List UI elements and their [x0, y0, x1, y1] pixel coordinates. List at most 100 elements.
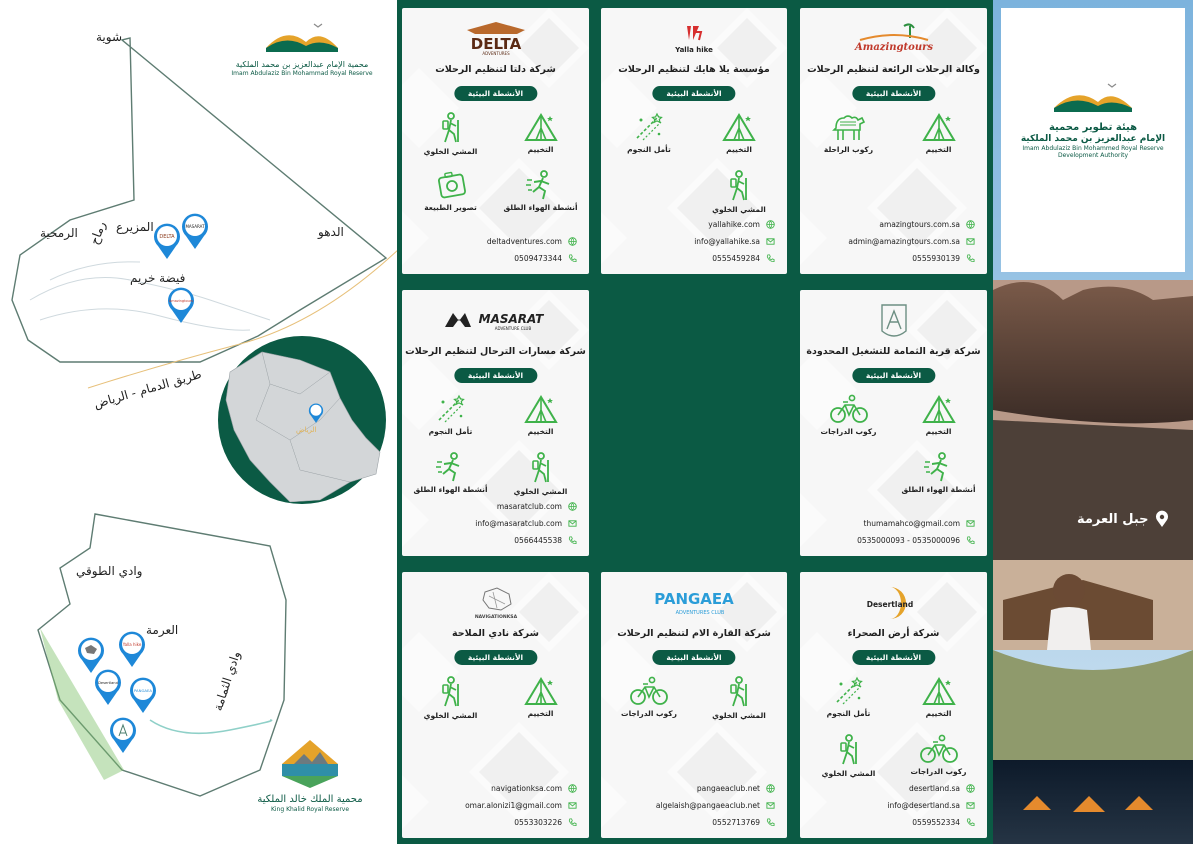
- operator-card-masarat: MASARAT ADVENTURE CLUB شركة مسارات الترحال…: [402, 290, 589, 556]
- activity-stargazing: تأمل النجوم: [610, 112, 688, 154]
- operator-title: شركة نادي الملاحة: [452, 628, 539, 639]
- authority-name-ar-2: الإمام عبدالعزيز بن محمد الملكية: [1020, 134, 1166, 144]
- mail-icon: [966, 802, 975, 809]
- yalla-hike-logo-icon: Yalla hike: [674, 26, 713, 54]
- map-pin-amazing[interactable]: Amazingtours: [166, 286, 196, 324]
- contact-web[interactable]: pangaeaclub.net: [697, 784, 775, 793]
- svg-text:Yalla hike: Yalla hike: [674, 46, 713, 54]
- pangaea-logo-icon: PANGAEA ADVENTURES CLUB: [654, 590, 734, 616]
- activity-label: أنشطة الهواء الطلق: [413, 485, 488, 494]
- contact-web[interactable]: amazingtours.com.sa: [879, 220, 975, 229]
- mail-icon: [966, 520, 975, 527]
- thumama-village-logo-icon: [880, 304, 907, 337]
- contact-mail[interactable]: admin@amazingtours.com.sa: [848, 237, 975, 246]
- map-pin-riyadh[interactable]: [308, 403, 325, 424]
- contact-value[interactable]: info@yallahike.sa: [694, 237, 760, 246]
- contact-value[interactable]: amazingtours.com.sa: [879, 220, 960, 229]
- activity-label: المشي الخلوي: [712, 711, 766, 720]
- contact-web[interactable]: deltadventures.com: [487, 237, 577, 246]
- contact-value[interactable]: masaratclub.com: [496, 502, 562, 511]
- contact-value[interactable]: omar.alonizi1@gmail.com: [465, 801, 562, 810]
- contact-value[interactable]: thumamahco@gmail.com: [863, 519, 960, 528]
- outdoor-icon: [900, 452, 978, 482]
- hiking-icon: [810, 734, 888, 766]
- contact-mail[interactable]: omar.alonizi1@gmail.com: [465, 801, 577, 810]
- contact-value[interactable]: navigationksa.com: [491, 784, 562, 793]
- activity-bike: ركوب الدراجات: [610, 676, 688, 718]
- map-pin-pangaea[interactable]: PANGAEA: [128, 676, 158, 714]
- location-pin-icon: PANGAEA: [130, 677, 156, 713]
- globe-icon: [966, 220, 975, 229]
- photo-icon: [412, 170, 490, 200]
- svg-text:ADVENTURES CLUB: ADVENTURES CLUB: [676, 610, 725, 616]
- contact-web[interactable]: navigationksa.com: [491, 784, 577, 793]
- contact-value[interactable]: algelaish@pangaeaclub.net: [655, 801, 760, 810]
- globe-icon: [966, 784, 975, 793]
- activity-label: ركوب الدراجات: [820, 427, 877, 436]
- globe-icon: [568, 502, 577, 511]
- contact-value[interactable]: info@desertland.sa: [887, 801, 960, 810]
- operator-card-thumama: شركة قرية الثمامة للتشغيل المحدودة الأنشط…: [800, 290, 987, 556]
- camping-icon: [900, 676, 978, 706]
- operator-card-pangaea: PANGAEA ADVENTURES CLUB شركة القارة الام ل…: [601, 572, 787, 838]
- operator-card-amazing: Amazingtours وكالة الرحلات الرائعة لتنظيم…: [800, 8, 987, 274]
- contact-mail[interactable]: info@desertland.sa: [887, 801, 975, 810]
- contact-web[interactable]: desertland.sa: [909, 784, 975, 793]
- activity-label: تأمل النجوم: [627, 145, 671, 154]
- operator-logo: Yalla hike: [601, 18, 787, 60]
- activity-camping: التخييم: [900, 394, 978, 436]
- activity-label: التخييم: [726, 145, 752, 154]
- contact-web[interactable]: masaratclub.com: [497, 502, 577, 511]
- activity-label: المشي الخلوي: [712, 205, 766, 214]
- contact-value[interactable]: yallahike.com: [708, 220, 760, 229]
- activity-label: التخييم: [527, 709, 554, 718]
- contact-web[interactable]: yallahike.com: [708, 220, 775, 229]
- operator-card-navigation: NAVIGATIONKSA شركة نادي الملاحة الأنشطة ال…: [402, 572, 589, 838]
- contact-mail[interactable]: algelaish@pangaeaclub.net: [656, 801, 775, 810]
- activity-camel: ركوب الراحلة: [810, 112, 888, 154]
- operator-title: وكالة الرحلات الرائعة لتنظيم الرحلات: [807, 64, 980, 75]
- operator-title: مؤسسة يلا هايك لتنظيم الرحلات: [618, 64, 770, 75]
- contact-mail[interactable]: thumamahco@gmail.com: [864, 519, 975, 528]
- activity-hiking: المشي الخلوي: [412, 676, 490, 720]
- globe-icon: [766, 784, 775, 793]
- map-pin-yalla[interactable]: Yalla hike: [117, 630, 147, 668]
- contact-value[interactable]: admin@amazingtours.com.sa: [848, 237, 960, 246]
- activity-hiking: المشي الخلوي: [700, 676, 778, 720]
- map-pin-desertland[interactable]: Desertland: [93, 668, 123, 706]
- operator-card-delta: DELTA ADVENTURES شركة دلتا لتنظيم الرحلات ا…: [402, 8, 589, 274]
- contact-value[interactable]: pangaeaclub.net: [696, 784, 760, 793]
- camping-icon: [900, 394, 978, 424]
- contact-mail[interactable]: info@yallahike.sa: [694, 237, 775, 246]
- location-label: جبل العرمة: [1077, 511, 1149, 527]
- operator-card-yalla: Yalla hike مؤسسة يلا هايك لتنظيم الرحلات ا…: [601, 8, 787, 274]
- contact-value[interactable]: deltadventures.com: [486, 237, 562, 246]
- map-pin-masarat[interactable]: MASARAT: [180, 212, 210, 250]
- contact-value: 0535000093 - 0535000096: [857, 536, 960, 545]
- imam-reserve-name-ar: محمية الإمام عبدالعزيز بن محمد الملكية: [235, 60, 369, 69]
- activity-hiking: المشي الخلوي: [700, 170, 778, 214]
- camping-icon: [900, 112, 978, 142]
- contact-value[interactable]: info@masaratclub.com: [475, 519, 562, 528]
- place-label: الدهو: [318, 225, 344, 239]
- svg-text:NAVIGATIONKSA: NAVIGATIONKSA: [474, 614, 517, 620]
- contact-phone: 0566445538: [514, 536, 577, 545]
- phone-icon: [568, 536, 577, 545]
- activity-camping: التخييم: [502, 676, 580, 718]
- operators-board: DELTA ADVENTURES شركة دلتا لتنظيم الرحلات ا…: [397, 0, 1185, 844]
- activity-stargazing: تأمل النجوم: [810, 676, 888, 718]
- authority-name-ar-1: هيئة تطوير محمية: [1048, 122, 1138, 133]
- contact-mail[interactable]: info@masaratclub.com: [475, 519, 577, 528]
- authority-logo-icon: [1054, 83, 1132, 112]
- camping-icon: [502, 676, 580, 706]
- location-pin-icon: MASARAT: [182, 213, 208, 249]
- map-pin-thumama[interactable]: [108, 716, 138, 754]
- activity-label: ركوب الراحلة: [823, 145, 874, 154]
- contact-value[interactable]: desertland.sa: [908, 784, 960, 793]
- activity-label: تأمل النجوم: [826, 709, 871, 718]
- activity-camping: التخييم: [900, 676, 978, 718]
- map-pin-delta[interactable]: DELTA: [152, 222, 182, 260]
- map-pin-navigation[interactable]: [76, 636, 106, 674]
- operator-logo: Amazingtours: [800, 18, 987, 60]
